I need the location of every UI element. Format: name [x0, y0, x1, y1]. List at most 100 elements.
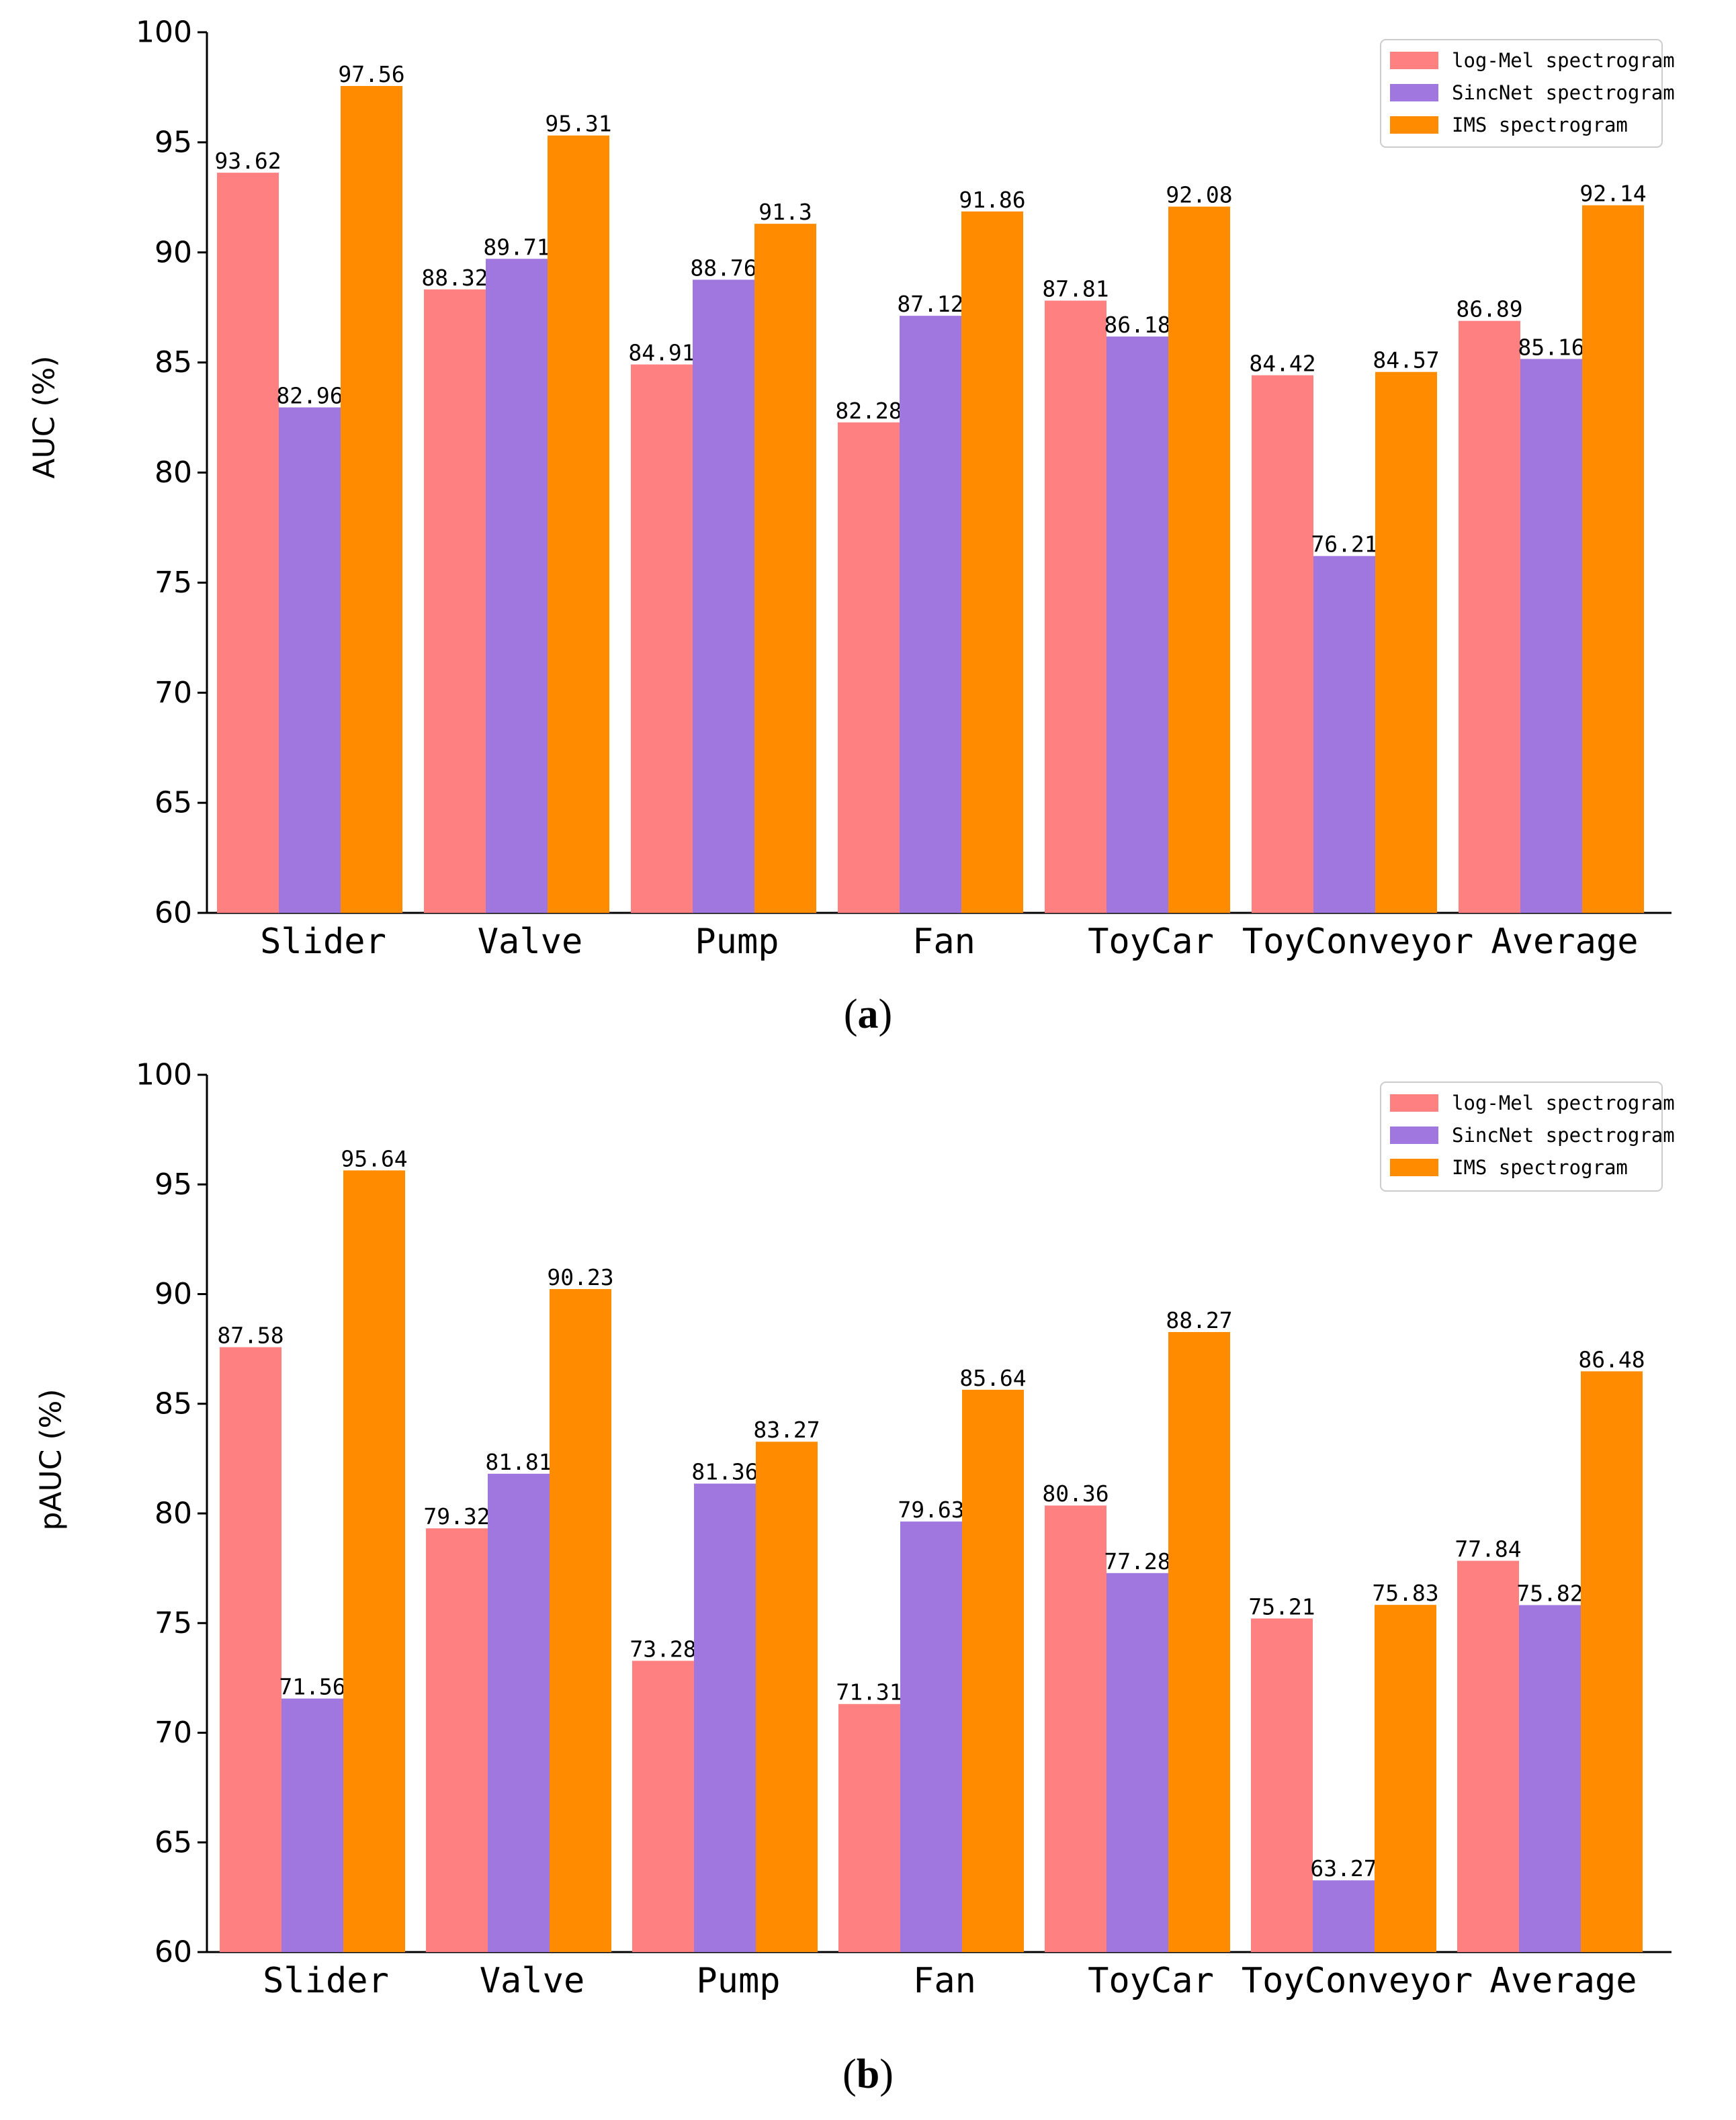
- data-label: 71.31: [836, 1679, 902, 1706]
- x-category-label: Average: [1489, 1961, 1637, 2001]
- panel-b-pauc-chart: 60 65 70 75 80 85 90 95 100 pAUC (%) 87.58 71.56 95.…: [34, 1058, 1675, 2098]
- bar-fan-series-3: [961, 211, 1023, 913]
- y-tick-label: 90: [155, 235, 192, 269]
- data-label: 88.76: [690, 255, 756, 281]
- data-label: 92.14: [1579, 181, 1646, 207]
- x-category-label: Pump: [695, 922, 779, 962]
- data-label: 88.27: [1166, 1307, 1232, 1333]
- bar-valve-series-1: [426, 1528, 488, 1952]
- data-label: 76.21: [1311, 531, 1377, 558]
- y-tick-label: 60: [155, 1935, 192, 1970]
- legend-swatch: [1390, 1159, 1438, 1176]
- data-label: 91.86: [959, 187, 1025, 213]
- bar-fan-series-3: [962, 1389, 1024, 1952]
- bar-toycar-series-3: [1168, 1331, 1230, 1952]
- bar-average-series-1: [1457, 1560, 1519, 1952]
- bar-slider-series-3: [343, 1170, 405, 1952]
- bar-slider-series-1: [217, 173, 279, 913]
- bar-average-series-1: [1459, 320, 1520, 913]
- bar-fan-series-1: [838, 422, 900, 913]
- y-tick-label: 80: [155, 1497, 192, 1531]
- data-label: 83.27: [753, 1417, 820, 1443]
- data-label: 77.28: [1104, 1548, 1170, 1575]
- data-label: 95.64: [341, 1145, 407, 1172]
- y-tick-label: 80: [155, 455, 192, 490]
- y-tick-label: 95: [155, 125, 192, 159]
- x-category-label: ToyConveyor: [1242, 922, 1473, 962]
- y-axis-title: AUC (%): [28, 355, 62, 478]
- legend-swatch: [1390, 84, 1438, 101]
- bar-slider-series-3: [341, 85, 402, 914]
- panel-caption: (b): [842, 2051, 894, 2097]
- y-tick-label: 70: [155, 676, 192, 710]
- y-tick-label: 75: [155, 566, 192, 600]
- bar-toyconveyor-series-1: [1251, 1618, 1313, 1952]
- data-label: 95.31: [545, 111, 611, 137]
- data-label: 84.91: [628, 340, 695, 366]
- bar-fan-series-1: [838, 1704, 900, 1952]
- data-label: 87.58: [217, 1323, 284, 1349]
- x-category-label: ToyCar: [1088, 1961, 1214, 2001]
- data-label: 88.32: [421, 265, 488, 291]
- bar-average-series-2: [1520, 359, 1582, 913]
- legend-frame: [1380, 1081, 1663, 1192]
- x-category-label: Fan: [912, 922, 975, 962]
- x-category-label: ToyConveyor: [1242, 1961, 1473, 2001]
- legend-frame: [1380, 39, 1663, 148]
- data-label: 86.18: [1104, 312, 1170, 338]
- bar-fan-series-2: [900, 316, 961, 914]
- bar-pump-series-2: [694, 1483, 756, 1952]
- bar-toycar-series-2: [1106, 1573, 1168, 1952]
- bar-toycar-series-1: [1045, 1505, 1106, 1952]
- bar-valve-series-2: [486, 259, 548, 913]
- data-label: 75.82: [1516, 1580, 1583, 1606]
- data-label: 82.28: [835, 398, 902, 424]
- y-tick-label: 100: [136, 1058, 192, 1092]
- panel-a-auc-chart: 60 65 70 75 80 85 90 95 100 AUC (%) 93.62 82.96 97.5…: [28, 15, 1675, 1038]
- data-label: 92.08: [1166, 182, 1232, 208]
- y-tick-label: 85: [155, 345, 192, 380]
- bar-valve-series-3: [548, 135, 609, 914]
- data-label: 81.81: [485, 1449, 552, 1475]
- bar-slider-series-1: [220, 1347, 281, 1952]
- x-category-label: Average: [1491, 922, 1638, 962]
- y-tick-label: 60: [155, 896, 192, 930]
- bar-average-series-2: [1519, 1605, 1581, 1952]
- legend-swatch: [1390, 52, 1438, 69]
- data-label: 85.64: [959, 1365, 1026, 1391]
- legend-label: SincNet spectrogram: [1452, 81, 1675, 104]
- y-axis-title: pAUC (%): [34, 1388, 69, 1530]
- bar-pump-series-1: [631, 364, 693, 913]
- bar-pump-series-2: [693, 279, 754, 913]
- bar-valve-series-2: [488, 1473, 550, 1952]
- bar-toyconveyor-series-3: [1375, 371, 1437, 913]
- bar-toyconveyor-series-3: [1375, 1605, 1436, 1952]
- data-label: 75.83: [1372, 1580, 1438, 1606]
- bar-slider-series-2: [281, 1698, 343, 1952]
- data-label: 89.71: [483, 234, 550, 260]
- data-label: 90.23: [547, 1264, 613, 1290]
- data-label: 91.3: [758, 199, 812, 225]
- legend: log-Mel spectrogram SincNet spectrogram IM…: [1380, 1081, 1675, 1192]
- bar-fan-series-2: [900, 1521, 962, 1952]
- bar-toyconveyor-series-1: [1252, 375, 1313, 913]
- bar-average-series-3: [1582, 205, 1644, 913]
- legend-swatch: [1390, 1094, 1438, 1112]
- y-tick-label: 70: [155, 1716, 192, 1750]
- bar-average-series-3: [1581, 1371, 1643, 1952]
- y-tick-label: 65: [155, 786, 192, 820]
- bar-toyconveyor-series-2: [1313, 556, 1375, 913]
- legend-label: SincNet spectrogram: [1452, 1124, 1675, 1147]
- data-label: 87.81: [1042, 276, 1109, 302]
- legend-label: log-Mel spectrogram: [1452, 1092, 1675, 1114]
- x-category-label: Slider: [263, 1961, 389, 2001]
- x-category-label: Pump: [696, 1961, 780, 2001]
- data-label: 97.56: [338, 61, 404, 87]
- data-label: 63.27: [1310, 1855, 1377, 1882]
- data-label: 93.62: [214, 148, 281, 174]
- data-label: 81.36: [691, 1459, 758, 1485]
- bar-toyconveyor-series-2: [1313, 1880, 1375, 1952]
- bar-toycar-series-3: [1168, 206, 1230, 913]
- x-category-label: Slider: [260, 922, 386, 962]
